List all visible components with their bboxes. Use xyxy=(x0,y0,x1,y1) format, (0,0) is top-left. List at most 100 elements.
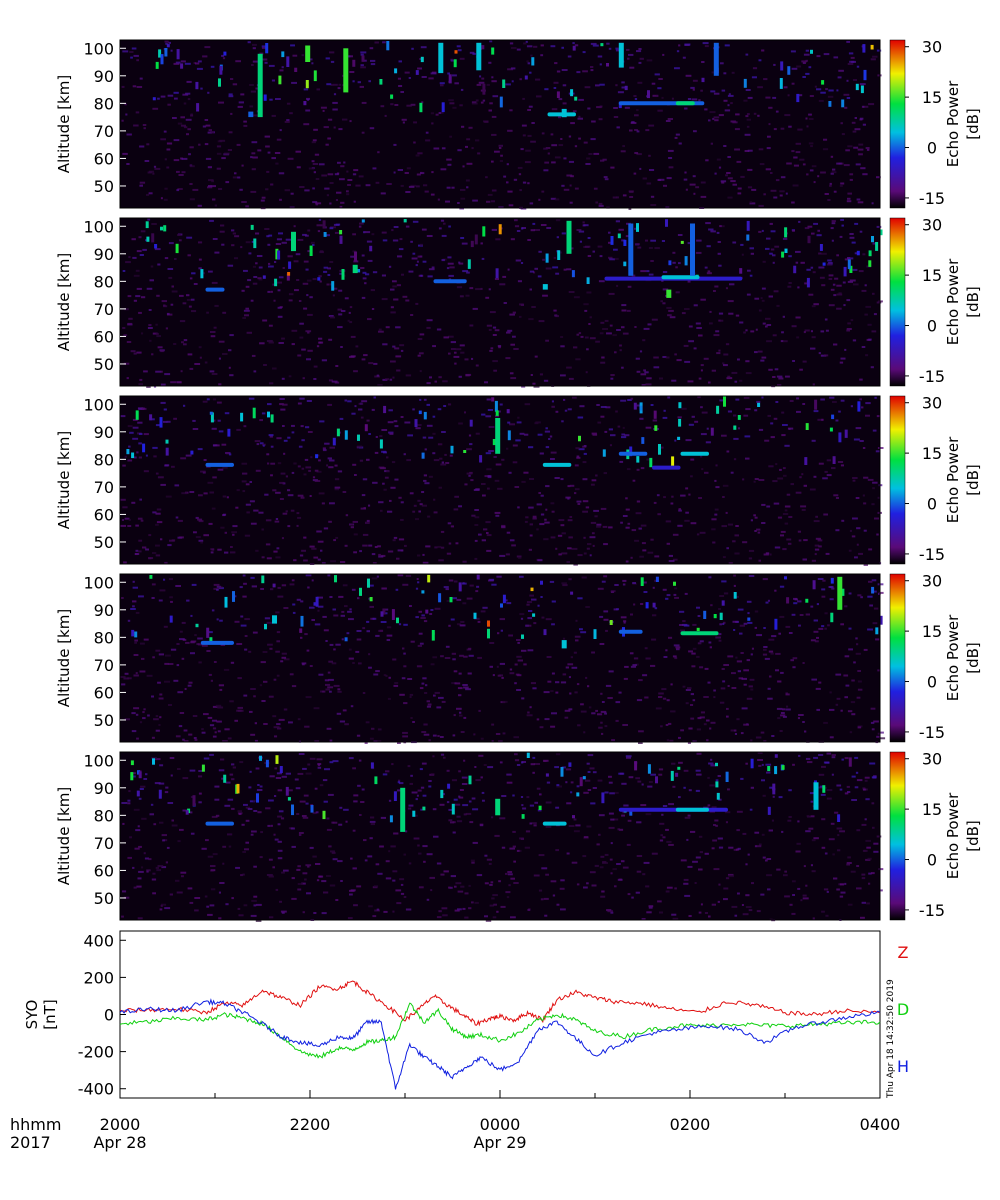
echo-speck xyxy=(875,242,879,251)
echo-speck xyxy=(374,776,378,785)
echo-speck xyxy=(600,43,604,47)
echo-speck xyxy=(710,427,714,436)
echo-speck xyxy=(857,401,861,412)
echo-speck xyxy=(538,805,542,810)
echo-speck xyxy=(175,243,179,254)
echo-speck xyxy=(848,757,852,767)
echo-speck xyxy=(315,596,319,607)
echo-speck xyxy=(715,781,719,788)
echo-speck xyxy=(261,575,265,584)
x-row-label-year: 2017 xyxy=(10,1133,51,1152)
x-tick-label: 2200 xyxy=(290,1115,331,1134)
y-tick-label: 50 xyxy=(94,177,114,196)
echo-speck xyxy=(463,450,467,453)
echo-column-2 xyxy=(400,787,406,832)
colorbar-tick-label: 30 xyxy=(922,750,942,769)
echo-speck xyxy=(658,444,661,455)
echo-speck xyxy=(219,66,223,75)
echo-speck xyxy=(879,615,883,625)
series-line-Z xyxy=(119,980,881,1027)
echo-speck xyxy=(879,229,883,236)
echo-speck xyxy=(822,262,826,266)
y-tick-label: 80 xyxy=(94,450,114,469)
echo-speck xyxy=(870,44,874,50)
echo-column-11 xyxy=(666,289,672,298)
y-tick-label: 50 xyxy=(94,889,114,908)
echo-speck xyxy=(421,452,425,459)
colorbar-tick-label: -15 xyxy=(919,901,945,920)
echo-column-3 xyxy=(495,798,501,816)
panel-frame xyxy=(119,39,881,209)
echo-speck xyxy=(425,609,429,614)
echo-speck xyxy=(201,764,205,772)
echo-speck xyxy=(786,597,790,604)
echo-speck xyxy=(354,251,357,262)
echo-speck xyxy=(757,402,761,407)
echo-speck xyxy=(636,223,639,232)
echo-speck xyxy=(165,439,169,444)
echo-speck xyxy=(641,437,645,444)
echo-speck xyxy=(545,253,549,263)
echo-speck xyxy=(829,427,833,432)
echo-speck xyxy=(772,783,776,795)
echo-speck xyxy=(323,232,327,237)
echo-layer-5 xyxy=(618,807,728,812)
x-date-label: Apr 28 xyxy=(93,1133,146,1152)
colorbar-tick-label: 15 xyxy=(922,800,942,819)
echo-speck xyxy=(601,792,605,804)
echo-speck xyxy=(781,251,785,258)
x-tick-label: 0000 xyxy=(480,1115,521,1134)
echo-speck xyxy=(476,574,480,580)
panel-background xyxy=(120,40,880,208)
echo-speck xyxy=(570,89,574,97)
echo-layer-10 xyxy=(675,101,695,106)
echo-speck xyxy=(793,265,797,274)
echo-speck xyxy=(506,409,510,414)
echo-speck xyxy=(844,429,848,438)
echo-speck xyxy=(645,602,649,609)
echo-speck xyxy=(336,428,340,437)
echo-column-4 xyxy=(343,48,349,93)
echo-speck xyxy=(232,591,235,602)
echo-column-1 xyxy=(257,53,263,118)
echo-speck xyxy=(636,456,640,463)
echo-speck xyxy=(774,766,778,775)
echo-speck xyxy=(163,225,167,232)
echo-speck xyxy=(158,789,162,799)
echo-speck xyxy=(369,245,373,252)
echo-speck xyxy=(169,615,173,623)
echo-speck xyxy=(291,804,294,816)
echo-speck xyxy=(750,758,754,769)
panel-background xyxy=(120,752,880,920)
echo-speck xyxy=(665,219,668,227)
echo-speck xyxy=(180,63,184,69)
y-axis-label: Altitude [km] xyxy=(55,253,73,351)
echo-speck xyxy=(703,610,707,619)
echo-speck xyxy=(223,774,227,783)
echo-speck xyxy=(739,268,743,274)
y-tick-label: 100 xyxy=(83,39,114,58)
echo-speck xyxy=(499,96,503,108)
echo-speck xyxy=(482,83,486,95)
echo-speck xyxy=(281,51,285,58)
colorbar-tick-label: 30 xyxy=(922,216,942,235)
echo-speck xyxy=(806,277,810,288)
echo-speck xyxy=(671,456,675,468)
y-tick-label: 60 xyxy=(94,327,114,346)
echo-speck xyxy=(830,612,834,623)
colorbar-tick-label: -15 xyxy=(919,367,945,386)
echo-speck xyxy=(341,269,345,280)
y-axis-label: Altitude [km] xyxy=(55,609,73,707)
echo-speck xyxy=(810,49,813,54)
echo-column-10 xyxy=(690,223,695,276)
echo-speck xyxy=(677,436,681,440)
y-axis-label: Altitude [km] xyxy=(55,431,73,529)
echo-speck xyxy=(134,631,138,638)
y-tick-label: 90 xyxy=(94,779,114,798)
echo-speck xyxy=(151,233,155,243)
y-tick-label: 50 xyxy=(94,711,114,730)
echo-speck xyxy=(468,775,472,785)
echo-speck xyxy=(746,220,750,231)
colorbar-tick-label: 0 xyxy=(927,851,937,870)
colorbar-tick-label: 30 xyxy=(922,394,942,413)
